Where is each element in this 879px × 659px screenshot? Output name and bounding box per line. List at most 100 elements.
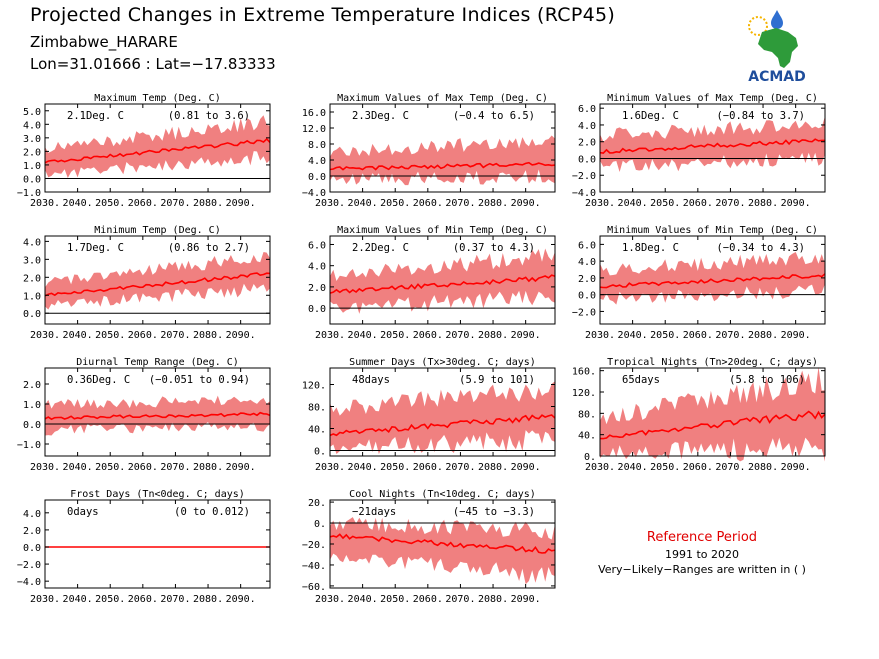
x-tick-label: 2060. <box>413 594 443 605</box>
chart-title: Minimum Values of Max Temp (Deg. C) <box>607 93 818 104</box>
y-tick-label: 2.0 <box>23 380 41 391</box>
x-tick-label: 2070. <box>715 198 745 209</box>
y-tick-label: −4.0 <box>572 188 596 199</box>
chart-title: Cool Nights (Tn<10deg. C; days) <box>349 489 536 500</box>
x-tick-label: 2090. <box>226 198 256 209</box>
x-tick-label: 2060. <box>128 198 158 209</box>
y-tick-label: 20. <box>308 498 326 509</box>
plot-frame <box>329 235 556 325</box>
y-tick-label: 3.0 <box>23 255 41 266</box>
likely-range-text: (−0.051 to 0.94) <box>149 374 250 386</box>
x-tick-label: 2080. <box>478 462 508 473</box>
x-tick-label: 2070. <box>445 198 475 209</box>
x-tick-label: 2040. <box>63 462 93 473</box>
sun-icon <box>748 16 768 36</box>
chart-title: Maximum Values of Min Temp (Deg. C) <box>337 225 548 236</box>
x-tick-label: 2090. <box>226 330 256 341</box>
chart-title: Maximum Values of Max Temp (Deg. C) <box>337 93 548 104</box>
x-tick-label: 2040. <box>348 330 378 341</box>
x-tick-label: 2070. <box>715 462 745 473</box>
y-tick-label: 0.0 <box>23 543 41 554</box>
plot-frame <box>329 367 556 457</box>
x-tick-label: 2030. <box>30 330 60 341</box>
x-tick-label: 2030. <box>30 594 60 605</box>
plot-frame <box>599 367 826 457</box>
y-tick-label: −2.0 <box>17 560 41 571</box>
chart-title: Minimum Temp (Deg. C) <box>94 225 220 236</box>
x-tick-label: 2050. <box>380 330 410 341</box>
x-tick-label: 2060. <box>128 330 158 341</box>
x-tick-label: 2040. <box>348 462 378 473</box>
change-value: 48days <box>352 374 390 386</box>
x-tick-label: 2030. <box>585 330 615 341</box>
reference-period-title: Reference Period <box>646 530 758 545</box>
x-tick-label: 2030. <box>315 462 345 473</box>
x-tick-label: 2080. <box>478 594 508 605</box>
y-tick-label: 40. <box>308 425 326 436</box>
x-tick-label: 2080. <box>193 330 223 341</box>
change-value: 2.1Deg. C <box>67 110 124 122</box>
y-tick-label: 4.0 <box>308 262 326 273</box>
x-tick-label: 2070. <box>445 594 475 605</box>
y-tick-label: 120. <box>302 381 326 392</box>
y-tick-label: 4.0 <box>578 257 596 268</box>
likely-range-text: (0 to 0.012) <box>174 506 250 518</box>
y-tick-label: 2.0 <box>23 526 41 537</box>
likely-range-band <box>330 135 555 186</box>
y-tick-label: 0. <box>314 519 326 530</box>
chart-panel: −4.0 −2.0 0.0 2.0 4.0 6.0 2030. 2040. 2050. 2060.… <box>572 93 826 209</box>
chart-panel: −60. −40. −20. 0. 20. 2030. 2040. 2050. 2060. 207… <box>302 489 556 605</box>
y-tick-label: 0. <box>314 447 326 458</box>
likely-range-band <box>330 517 555 585</box>
change-value: 0days <box>67 506 99 518</box>
x-tick-label: 2040. <box>618 198 648 209</box>
x-tick-label: 2060. <box>128 462 158 473</box>
y-tick-label: 2.0 <box>578 138 596 149</box>
plot-frame <box>599 235 826 325</box>
reference-period-note: Very−Likely−Ranges are written in ( ) <box>598 563 806 576</box>
y-tick-label: 1.0 <box>23 291 41 302</box>
x-tick-label: 2090. <box>226 462 256 473</box>
chart-panel: 0. 40. 80. 120. 160. 2030. 2040. 2050. 2060. 2070… <box>572 357 826 473</box>
x-tick-label: 2050. <box>95 594 125 605</box>
median-line <box>599 273 826 289</box>
y-tick-label: 120. <box>572 388 596 399</box>
y-tick-label: 4.0 <box>23 237 41 248</box>
chart-title: Diurnal Temp Range (Deg. C) <box>76 357 239 368</box>
likely-range-text: (5.8 to 106) <box>729 374 805 386</box>
likely-range-text: (0.81 to 3.6) <box>168 110 250 122</box>
likely-range-band <box>600 116 825 172</box>
x-tick-label: 2030. <box>585 462 615 473</box>
x-tick-label: 2070. <box>160 330 190 341</box>
plot-frame <box>599 103 826 193</box>
y-tick-label: −20. <box>302 540 326 551</box>
x-tick-label: 2070. <box>160 594 190 605</box>
x-tick-label: 2080. <box>748 462 778 473</box>
y-tick-label: 6.0 <box>578 104 596 115</box>
x-tick-label: 2050. <box>95 198 125 209</box>
x-tick-label: 2030. <box>315 330 345 341</box>
y-tick-label: 5.0 <box>23 107 41 118</box>
x-tick-label: 2040. <box>618 330 648 341</box>
x-tick-label: 2060. <box>683 462 713 473</box>
water-drop-icon <box>771 10 783 29</box>
y-tick-label: 0.0 <box>23 420 41 431</box>
y-tick-label: 12.0 <box>302 124 326 135</box>
likely-range-text: (−45 to −3.3) <box>453 506 535 518</box>
chart-panel: −1.0 0.0 1.0 2.0 3.0 4.0 5.0 2030. 2040. 2050. 206… <box>17 93 271 209</box>
y-tick-label: 0.0 <box>23 174 41 185</box>
y-tick-label: 80. <box>308 403 326 414</box>
chart-panel: −2.0 0.0 2.0 4.0 6.0 2030. 2040. 2050. 2060. 2070… <box>572 225 826 341</box>
page-title: Projected Changes in Extreme Temperature… <box>30 4 616 26</box>
median-line <box>599 138 825 154</box>
x-tick-label: 2030. <box>30 198 60 209</box>
y-tick-label: 3.0 <box>23 134 41 145</box>
y-tick-label: 0.0 <box>308 172 326 183</box>
change-value: 1.7Deg. C <box>67 242 124 254</box>
y-tick-label: 80. <box>578 409 596 420</box>
chart-panel: 0.0 1.0 2.0 3.0 4.0 2030. 2040. 2050. 2060. 2070.… <box>23 225 271 341</box>
x-tick-label: 2070. <box>160 462 190 473</box>
y-tick-label: −60. <box>302 582 326 593</box>
likely-range-text: (−0.84 to 3.7) <box>716 110 805 122</box>
